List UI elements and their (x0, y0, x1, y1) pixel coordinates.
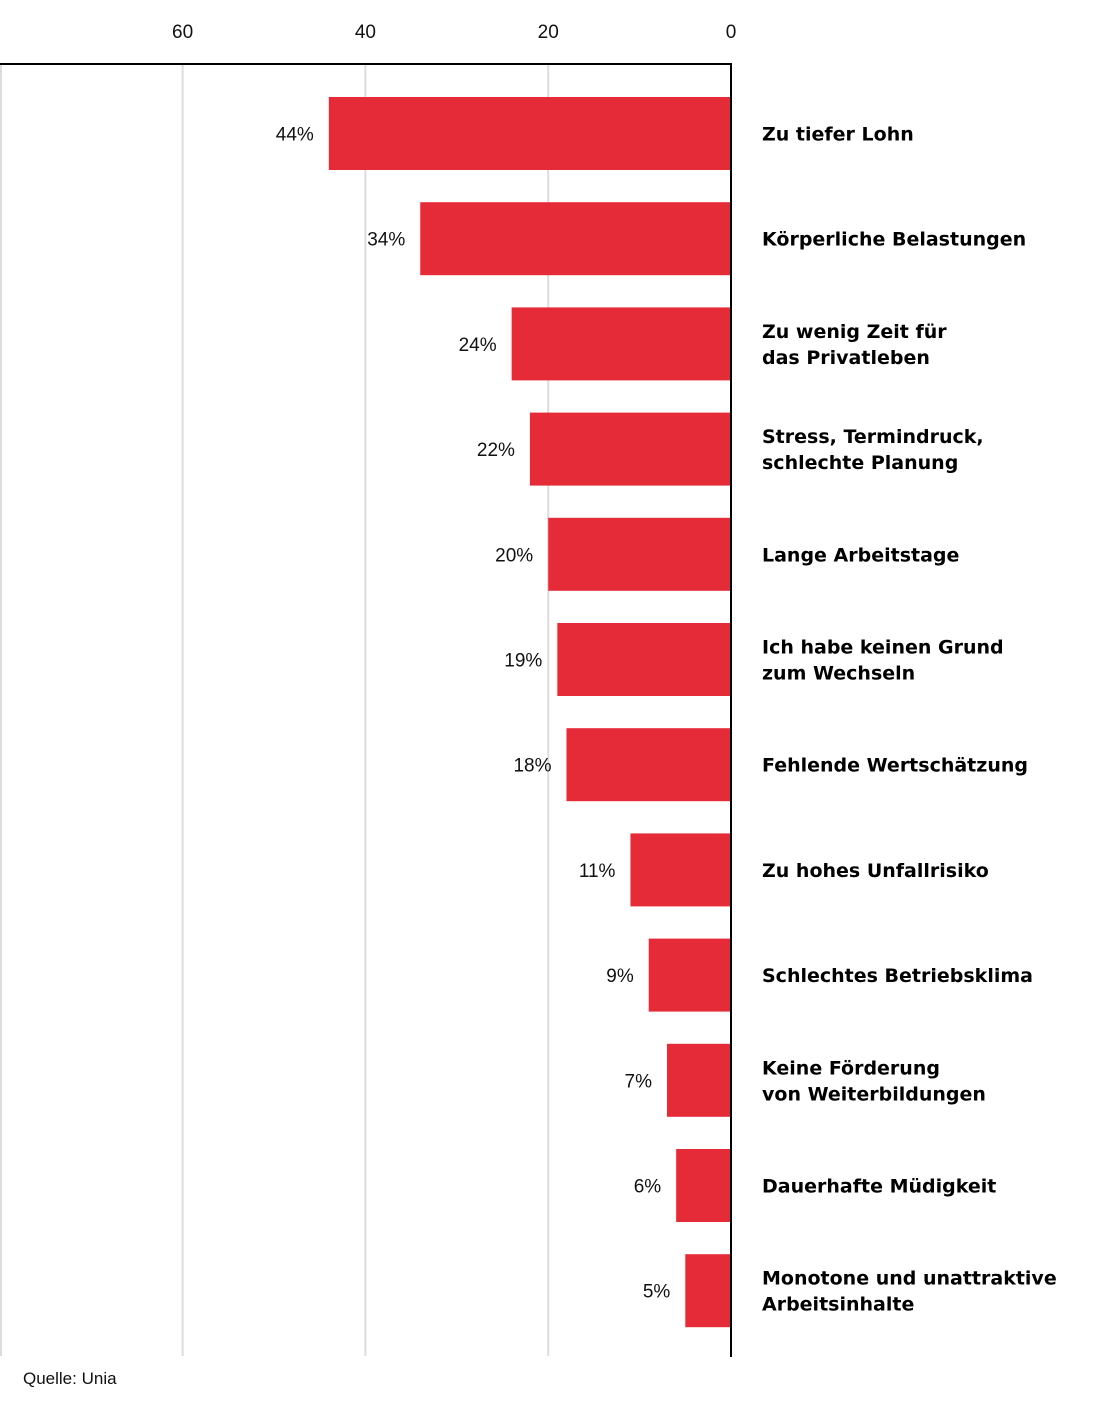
bar (548, 517, 731, 591)
category-label-line: von Weiterbildungen (762, 1083, 986, 1105)
x-tick-label: 20 (538, 22, 559, 43)
source-note: Quelle: Unia (23, 1369, 117, 1388)
category-label: Zu hohes Unfallrisiko (762, 860, 989, 882)
data-label: 11% (579, 861, 616, 882)
data-label: 5% (643, 1282, 671, 1303)
data-label: 7% (625, 1071, 653, 1092)
category-label: Monotone und unattraktive Arbeitsinhalte (762, 1268, 1057, 1316)
category-label-line: Monotone und unattraktive (762, 1268, 1057, 1290)
bar (667, 1043, 731, 1117)
x-tick-label: 60 (172, 22, 193, 43)
data-label: 9% (606, 966, 634, 987)
category-label: Schlechtes Betriebsklima (762, 965, 1033, 987)
data-labels: 44% 34% 24% 22% 20% 19% 18% 11% 9% 7% 6% 5% (276, 125, 671, 1303)
category-label-line: Keine Förderung (762, 1057, 940, 1079)
data-label: 24% (459, 335, 497, 356)
data-label: 20% (495, 545, 533, 566)
bar (557, 623, 731, 696)
bar (630, 833, 731, 907)
data-label: 18% (513, 756, 551, 777)
category-label: Fehlende Wertschätzung (762, 755, 1028, 777)
category-label-line: Stress, Termindruck, (762, 426, 984, 448)
bar (328, 97, 731, 170)
data-label: 19% (504, 651, 542, 672)
bar (685, 1254, 731, 1328)
category-label: Dauerhafte Müdigkeit (762, 1176, 996, 1198)
data-label: 22% (477, 440, 515, 461)
x-axis-ticks: 60 40 20 0 (172, 22, 736, 43)
bar (566, 728, 731, 802)
bar (420, 202, 731, 276)
data-label: 34% (367, 230, 405, 251)
category-label-line: Zu hohes Unfallrisiko (762, 860, 989, 882)
category-label: Keine Förderung von Weiterbildungen (762, 1057, 986, 1105)
category-label-line: Schlechtes Betriebsklima (762, 965, 1033, 987)
bar (511, 307, 731, 381)
category-label-line: Lange Arbeitstage (762, 544, 959, 566)
category-label-line: Fehlende Wertschätzung (762, 755, 1028, 777)
category-label: Zu tiefer Lohn (762, 124, 914, 146)
category-label-line: Körperliche Belastungen (762, 229, 1026, 251)
category-label: Ich habe keinen Grund zum Wechseln (762, 637, 1004, 685)
category-label-line: zum Wechseln (762, 663, 915, 685)
data-label: 6% (634, 1177, 662, 1198)
bar (529, 412, 731, 486)
bar (676, 1149, 731, 1222)
gridlines (0, 64, 550, 1356)
category-label-line: Dauerhafte Müdigkeit (762, 1176, 996, 1198)
category-label-line: das Privatleben (762, 347, 930, 369)
bar (648, 938, 731, 1012)
category-label-line: Ich habe keinen Grund (762, 637, 1004, 659)
category-label-line: Zu tiefer Lohn (762, 124, 914, 146)
category-label: Zu wenig Zeit für das Privatleben (762, 321, 947, 369)
category-label-line: Zu wenig Zeit für (762, 321, 947, 343)
x-tick-label: 0 (726, 22, 737, 43)
category-label: Körperliche Belastungen (762, 229, 1026, 251)
data-label: 44% (276, 125, 314, 146)
category-labels: Zu tiefer Lohn Körperliche Belastungen Zu … (762, 124, 1057, 1316)
bars (328, 97, 731, 1328)
category-label-line: Arbeitsinhalte (762, 1294, 914, 1316)
category-label: Lange Arbeitstage (762, 544, 959, 566)
category-label-line: schlechte Planung (762, 452, 958, 474)
x-tick-label: 40 (355, 22, 376, 43)
category-label: Stress, Termindruck, schlechte Planung (762, 426, 984, 474)
